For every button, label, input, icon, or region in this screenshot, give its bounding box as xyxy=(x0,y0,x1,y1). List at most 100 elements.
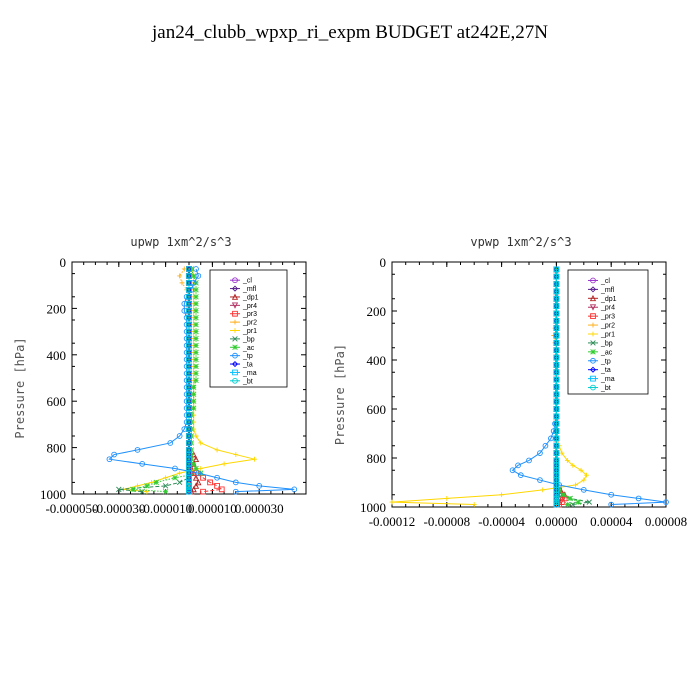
data-point xyxy=(553,369,560,376)
legend-label: _cl xyxy=(600,278,610,285)
data-point xyxy=(537,450,543,456)
legend-item: _mfl xyxy=(230,285,257,293)
data-point xyxy=(172,465,178,472)
y-tick-label: 1000 xyxy=(360,500,386,515)
data-point xyxy=(193,370,199,377)
data-point xyxy=(186,398,192,405)
y-tick-label: 600 xyxy=(367,402,387,417)
legend-marker xyxy=(231,361,239,368)
legend-marker xyxy=(590,349,596,355)
legend-label: _pr1 xyxy=(242,328,257,335)
legend-item: _bp xyxy=(588,340,613,347)
data-point xyxy=(186,321,192,328)
data-point xyxy=(200,488,206,495)
legend-label: _ta xyxy=(242,362,253,369)
data-point xyxy=(186,391,192,398)
y-axis-label: Pressure [hPa] xyxy=(333,344,347,445)
legend-marker xyxy=(232,319,238,325)
data-point xyxy=(559,499,565,505)
legend-label: _pr4 xyxy=(242,303,257,310)
legend-marker xyxy=(232,336,238,342)
data-point xyxy=(193,308,199,314)
data-point xyxy=(553,354,560,361)
data-point xyxy=(578,467,584,473)
data-point xyxy=(193,266,199,272)
data-point xyxy=(553,420,560,427)
data-point xyxy=(221,461,227,467)
legend-item: _pr3 xyxy=(588,313,615,321)
data-point xyxy=(144,483,150,489)
y-tick-label: 400 xyxy=(367,353,387,368)
data-point xyxy=(584,472,589,478)
data-point xyxy=(517,472,524,479)
data-point xyxy=(509,467,516,474)
data-point xyxy=(186,486,192,493)
data-point xyxy=(570,501,576,508)
legend-marker xyxy=(590,322,596,328)
data-point xyxy=(193,363,199,370)
data-point xyxy=(553,391,560,398)
data-point xyxy=(193,465,199,472)
data-point xyxy=(586,499,592,505)
data-point xyxy=(553,317,560,324)
x-tick-label: -0.000050 xyxy=(45,501,98,516)
data-point xyxy=(471,502,477,507)
data-point xyxy=(186,307,192,314)
data-point xyxy=(553,340,560,346)
data-point xyxy=(564,501,571,508)
data-point xyxy=(200,474,206,481)
data-point xyxy=(553,384,560,390)
y-tick-label: 200 xyxy=(47,301,67,316)
legend-item: _pr3 xyxy=(230,310,257,318)
data-point xyxy=(192,474,200,481)
data-point xyxy=(553,495,560,502)
data-point xyxy=(553,450,560,456)
data-point xyxy=(162,483,169,489)
data-point xyxy=(193,342,199,349)
x-tick-label: -0.00004 xyxy=(478,514,525,529)
legend-marker xyxy=(589,286,597,293)
legend-marker xyxy=(232,277,238,284)
data-point xyxy=(186,426,192,432)
data-point xyxy=(553,281,560,287)
legend-item: _ta xyxy=(230,361,253,369)
data-point xyxy=(580,487,587,493)
data-point xyxy=(608,491,615,498)
data-point xyxy=(186,377,192,384)
data-point xyxy=(186,266,192,272)
data-point xyxy=(186,483,192,489)
legend-label: _pr3 xyxy=(600,314,615,321)
data-point xyxy=(186,335,192,342)
legend-item: _bp xyxy=(230,336,255,343)
legend-label: _dp1 xyxy=(600,296,617,303)
data-point xyxy=(176,479,183,486)
legend-marker xyxy=(232,369,238,376)
data-point xyxy=(190,461,197,467)
data-point xyxy=(553,332,560,339)
legend-marker xyxy=(590,340,596,346)
data-point xyxy=(553,310,560,317)
legend: _cl_mfl_dp1_pr4_pr3_pr2_pr1_bp_ac_tp_ta_… xyxy=(209,269,288,388)
legend-box xyxy=(209,269,288,388)
y-axis-label: Pressure [hPa] xyxy=(13,337,27,438)
chart-panel-2: vpwp 1xm^2/s^3 Pressure [hPa] 0 200 400 600 80… xyxy=(333,235,687,529)
data-point xyxy=(537,477,543,483)
panel-title: upwp 1xm^2/s^3 xyxy=(130,235,231,249)
data-point xyxy=(116,486,122,493)
data-point xyxy=(192,482,200,489)
data-point xyxy=(190,384,197,390)
legend-label: _mfl xyxy=(600,287,615,294)
legend-item: _cl xyxy=(588,277,610,285)
data-point xyxy=(162,488,169,495)
data-point xyxy=(153,479,159,486)
data-point xyxy=(553,491,560,498)
legend-marker xyxy=(231,293,239,300)
x-tick-label: -0.00008 xyxy=(424,514,471,529)
legend-item: _tp xyxy=(230,352,253,360)
data-point xyxy=(195,470,202,476)
data-point xyxy=(559,491,565,498)
data-point xyxy=(186,440,192,446)
x-tick-label: 0.00004 xyxy=(590,514,633,529)
data-point xyxy=(186,370,192,377)
